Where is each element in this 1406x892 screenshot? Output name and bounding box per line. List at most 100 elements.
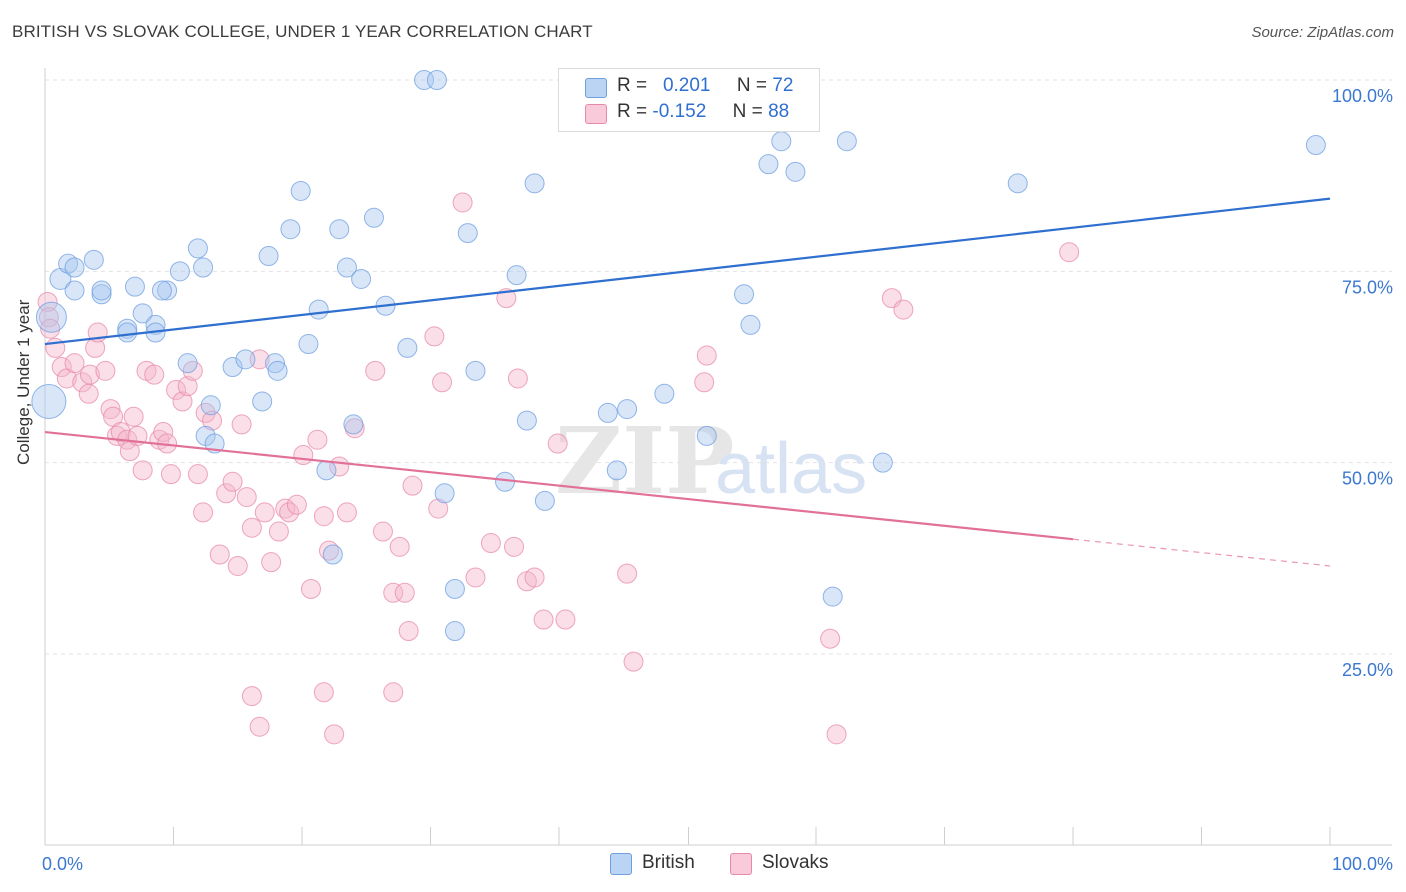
legend-r-label: R = xyxy=(617,101,648,122)
point-british-42 xyxy=(397,337,418,358)
point-slovaks-21 xyxy=(132,460,153,481)
point-slovaks-58 xyxy=(365,360,386,381)
point-slovaks-9 xyxy=(79,364,100,385)
point-british-61 xyxy=(654,383,675,404)
point-slovaks-89 xyxy=(249,716,270,737)
tick-labels: 25.0% 50.0% 75.0% 100.0% 0.0% 100.0% xyxy=(42,86,1393,874)
point-slovaks-49 xyxy=(286,494,307,515)
point-slovaks-68 xyxy=(452,192,473,213)
point-british-69 xyxy=(836,131,857,152)
point-british-31 xyxy=(290,180,311,201)
point-slovaks-33 xyxy=(193,502,214,523)
point-slovaks-48 xyxy=(279,502,300,523)
point-slovaks-2 xyxy=(40,318,61,339)
point-british-3 xyxy=(58,253,79,274)
trend-line-slovaks xyxy=(44,430,1074,541)
source-label: Source: ZipAtlas.com xyxy=(1251,24,1394,41)
point-slovaks-8 xyxy=(78,383,99,404)
trend-line-british xyxy=(44,197,1331,346)
y-tick-label-0: 25.0% xyxy=(1342,660,1393,680)
point-british-11 xyxy=(117,322,138,343)
point-british-6 xyxy=(83,249,104,270)
point-british-12 xyxy=(132,303,153,324)
point-slovaks-39 xyxy=(227,555,248,576)
point-british-20 xyxy=(193,257,214,278)
point-british-48 xyxy=(457,223,478,244)
point-slovaks-42 xyxy=(241,517,262,538)
point-slovaks-4 xyxy=(51,357,72,377)
point-british-10 xyxy=(124,276,145,297)
point-british-27 xyxy=(258,246,279,267)
legend-swatch-british xyxy=(585,78,607,98)
point-british-46 xyxy=(444,578,465,599)
point-british-37 xyxy=(336,257,357,278)
legend-box: R = 0.201 N = 72 R = -0.152 N = 88 xyxy=(558,68,820,132)
y-tick-label-3: 100.0% xyxy=(1332,86,1393,106)
point-slovaks-72 xyxy=(504,536,525,557)
point-slovaks-29 xyxy=(172,391,193,412)
point-slovaks-60 xyxy=(383,582,404,603)
point-british-59 xyxy=(617,399,638,420)
point-slovaks-13 xyxy=(100,399,121,420)
point-slovaks-45 xyxy=(261,552,282,573)
point-slovaks-12 xyxy=(95,360,116,381)
point-slovaks-91 xyxy=(324,724,345,745)
point-slovaks-7 xyxy=(72,372,93,393)
point-british-5 xyxy=(64,280,85,301)
point-slovaks-6 xyxy=(64,353,85,374)
point-british-4 xyxy=(64,257,85,278)
legend-n-slovaks: 88 xyxy=(768,101,790,122)
point-slovaks-35 xyxy=(202,410,223,431)
point-slovaks-54 xyxy=(318,540,339,561)
point-british-64 xyxy=(740,314,761,335)
point-slovaks-52 xyxy=(307,429,328,450)
x-tick-label-0: 0.0% xyxy=(42,854,83,874)
point-british-15 xyxy=(157,280,178,301)
point-british-45 xyxy=(434,483,455,504)
point-slovaks-92 xyxy=(383,682,404,703)
point-slovaks-51 xyxy=(300,578,321,599)
point-slovaks-69 xyxy=(465,567,486,588)
point-slovaks-41 xyxy=(236,487,257,508)
y-axis-label: College, Under 1 year xyxy=(14,299,33,465)
point-slovaks-63 xyxy=(398,621,419,642)
point-slovaks-30 xyxy=(177,376,198,397)
point-slovaks-64 xyxy=(402,475,423,496)
point-british-47 xyxy=(444,621,465,642)
bottom-legend-swatch-british xyxy=(610,853,632,875)
legend-n-label: N = xyxy=(732,101,763,122)
legend-r-slovaks: -0.152 xyxy=(652,101,707,122)
point-slovaks-44 xyxy=(254,502,275,523)
point-british-24 xyxy=(222,357,243,377)
watermark-atlas: atlas xyxy=(715,429,867,509)
point-british-72 xyxy=(1305,135,1326,156)
point-slovaks-81 xyxy=(694,372,715,393)
point-british-16 xyxy=(151,280,172,301)
point-british-35 xyxy=(322,544,343,565)
chart-title: BRITISH VS SLOVAK COLLEGE, UNDER 1 YEAR … xyxy=(12,22,593,41)
point-british-49 xyxy=(465,360,486,381)
watermark: ZIP atlas xyxy=(555,407,867,515)
point-british-40 xyxy=(363,207,384,228)
point-british-51 xyxy=(506,265,527,286)
trend-lines xyxy=(44,197,1331,567)
point-british-57 xyxy=(597,402,618,423)
point-british-0 xyxy=(35,301,67,333)
point-slovaks-43 xyxy=(249,349,270,370)
legend-swatch-slovaks xyxy=(585,104,607,124)
point-slovaks-25 xyxy=(153,422,174,443)
point-slovaks-75 xyxy=(524,567,545,588)
point-slovaks-61 xyxy=(389,536,410,557)
point-british-39 xyxy=(351,268,372,289)
point-british-53 xyxy=(524,173,545,194)
point-british-28 xyxy=(265,353,286,374)
point-slovaks-38 xyxy=(222,471,243,492)
point-british-71 xyxy=(1007,173,1028,194)
point-slovaks-56 xyxy=(336,502,357,523)
point-british-70 xyxy=(872,452,893,473)
point-slovaks-62 xyxy=(394,582,415,603)
point-slovaks-46 xyxy=(268,521,289,542)
point-british-32 xyxy=(298,334,319,355)
point-slovaks-88 xyxy=(241,686,262,707)
